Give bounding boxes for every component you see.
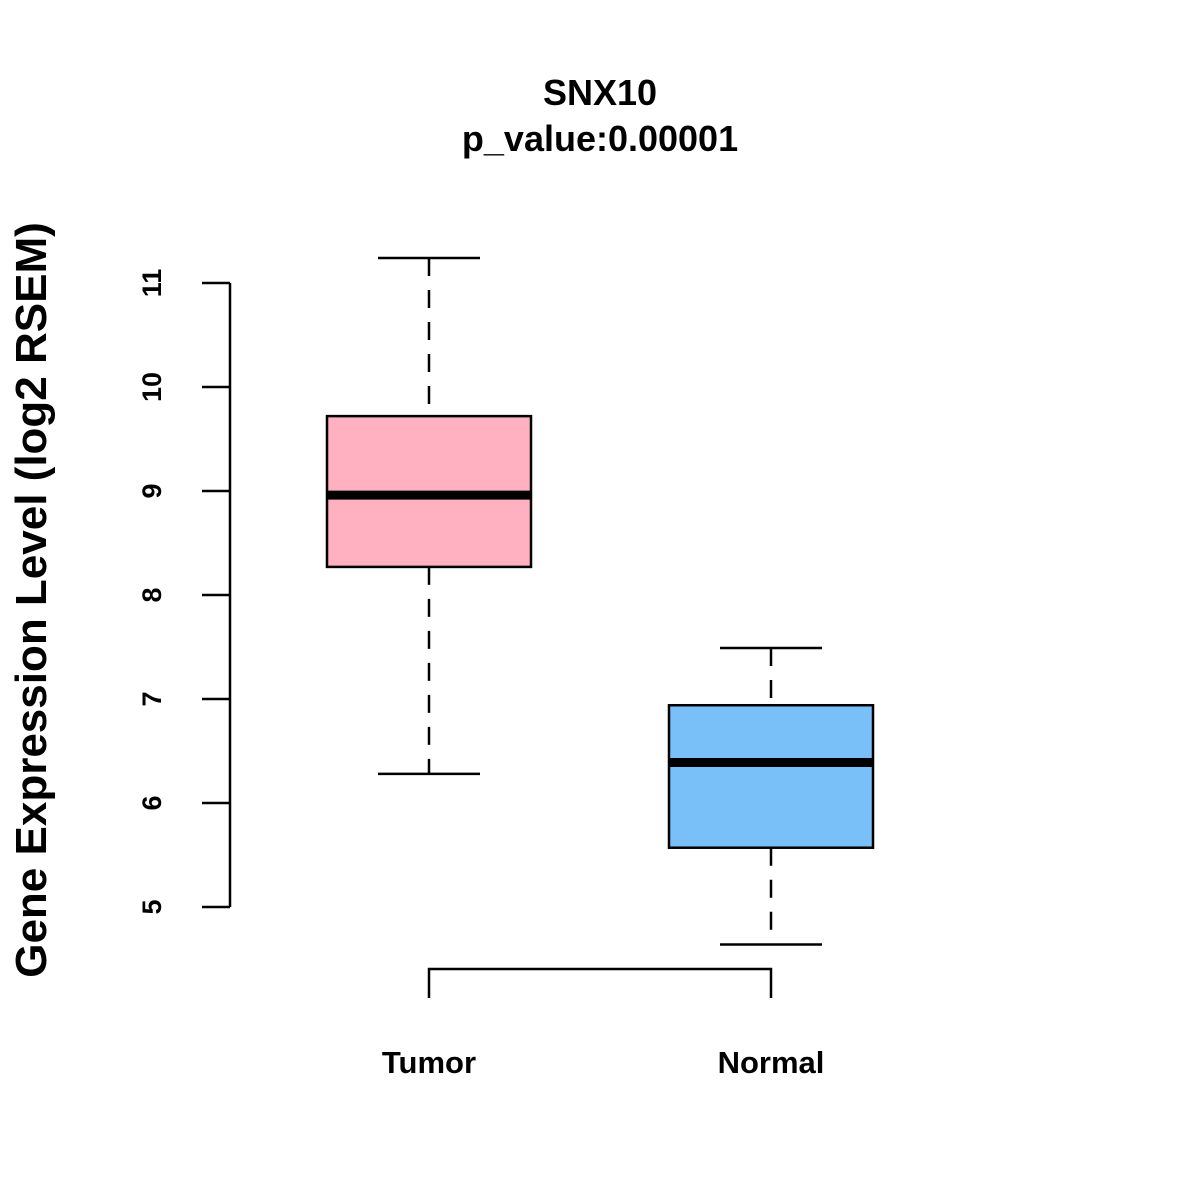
y-axis-label: Gene Expression Level (log2 RSEM) xyxy=(7,222,56,978)
chart-subtitle: p_value:0.00001 xyxy=(462,118,738,159)
y-axis: 5 6 7 8 9 10 11 xyxy=(137,269,232,915)
box-group-normal xyxy=(667,646,875,946)
y-tick-label: 10 xyxy=(137,372,167,402)
x-axis-labels: Tumor Normal xyxy=(382,1045,824,1080)
comparison-bracket xyxy=(427,967,773,998)
chart-title: SNX10 xyxy=(543,72,657,113)
x-category-label: Tumor xyxy=(382,1045,476,1080)
boxes-layer xyxy=(325,256,875,946)
bracket-line xyxy=(427,967,773,998)
y-tick-label: 11 xyxy=(137,269,167,298)
x-category-label: Normal xyxy=(718,1045,825,1080)
y-tick-label: 8 xyxy=(137,587,167,602)
y-tick-label: 6 xyxy=(137,795,167,810)
y-tick-label: 9 xyxy=(137,483,167,498)
y-tick-label: 5 xyxy=(137,899,167,914)
y-tick-label: 7 xyxy=(137,691,167,706)
box-group-tumor xyxy=(325,256,533,776)
iqr-box xyxy=(667,703,875,849)
